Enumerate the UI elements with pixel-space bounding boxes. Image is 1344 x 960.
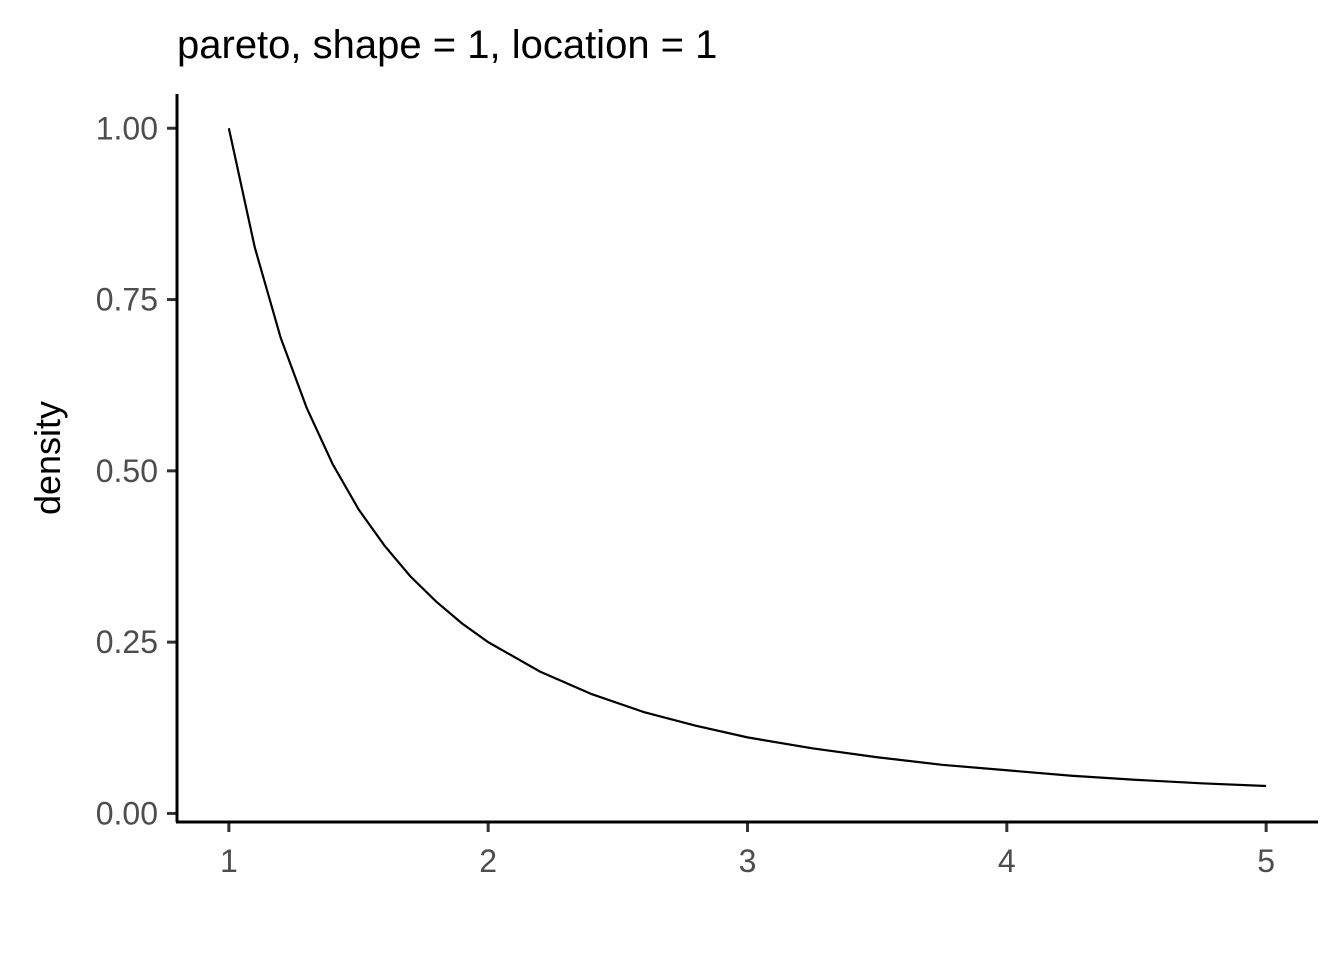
x-tick-label: 3 (739, 843, 757, 879)
y-tick-label: 0.50 (96, 453, 158, 489)
y-axis-label: density (27, 401, 68, 515)
x-tick-label: 4 (998, 843, 1016, 879)
y-axis-ticks: 0.00 0.25 0.50 0.75 1.00 (96, 110, 177, 831)
y-tick-label: 1.00 (96, 110, 158, 146)
x-tick-label: 2 (479, 843, 497, 879)
x-tick-label: 5 (1257, 843, 1275, 879)
x-tick-label: 1 (220, 843, 238, 879)
x-axis-ticks: 1 2 3 4 5 (220, 822, 1275, 879)
density-curve (227, 128, 1267, 788)
y-tick-label: 0.00 (96, 795, 158, 831)
chart-title: pareto, shape = 1, location = 1 (177, 23, 717, 67)
y-tick-label: 0.25 (96, 624, 158, 660)
y-tick-label: 0.75 (96, 282, 158, 318)
